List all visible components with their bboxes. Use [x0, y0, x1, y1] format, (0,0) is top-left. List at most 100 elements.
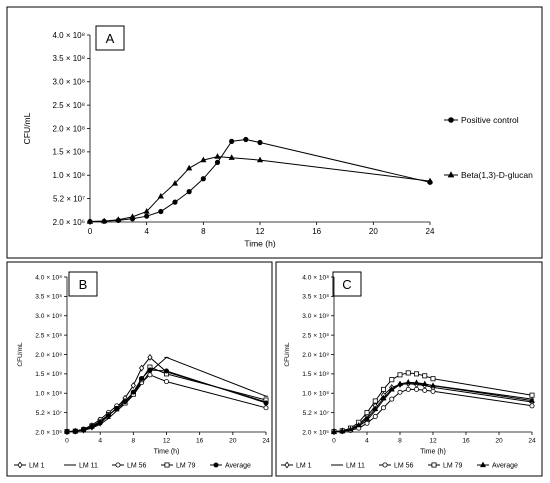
data-point: [421, 380, 428, 387]
data-point: [372, 413, 378, 419]
legend-marker: [284, 461, 290, 469]
x-tick-label: 24: [426, 227, 435, 236]
data-point: [129, 213, 136, 220]
x-tick-label: 12: [256, 227, 265, 236]
series-line: [89, 156, 431, 222]
y-tick-label: 1.5 × 10⁸: [52, 148, 85, 157]
panel-c-plot: 2.0 × 10⁶ 5.2 × 10⁷ 1.0 × 10⁸ 1.5 × 10⁸ 2.0 …: [281, 274, 536, 470]
data-point: [529, 397, 535, 403]
x-tick-label: 4: [365, 438, 369, 445]
y-tick-label: 2.5 × 10⁸: [52, 101, 85, 110]
legend-marker: [213, 462, 219, 468]
data-point: [372, 405, 379, 411]
y-tick-label: 1.0 × 10⁸: [302, 391, 329, 398]
data-point: [105, 413, 111, 419]
legend-marker: [382, 462, 388, 468]
data-point: [157, 192, 164, 199]
legend-marker: [164, 462, 170, 468]
data-point: [214, 153, 221, 159]
x-axis-label: Time (h): [244, 239, 275, 249]
series-average: [64, 367, 269, 435]
x-tick-label: 4: [144, 227, 149, 236]
y-tick-label: 4.0 × 10⁸: [302, 274, 329, 281]
panel-b-label-box: [68, 271, 98, 297]
data-point: [397, 372, 403, 378]
data-point: [347, 426, 354, 432]
panel-c-label: C: [342, 277, 351, 292]
legend-label: LM 1: [29, 463, 45, 470]
data-point: [380, 386, 386, 392]
panel-c-border: [275, 261, 543, 477]
data-point: [186, 189, 192, 195]
x-axis-label: Time (h): [420, 449, 446, 456]
data-point: [430, 376, 436, 382]
y-tick-label: 5.2 × 10⁷: [53, 194, 85, 203]
x-tick-label: 20: [369, 227, 378, 236]
x-tick-label: 0: [332, 438, 336, 445]
legend-label: Positive control: [461, 115, 519, 125]
x-tick-label: 16: [462, 438, 470, 445]
y-tick-label: 1.0 × 10⁸: [52, 171, 85, 180]
data-point: [364, 420, 370, 426]
data-point: [388, 386, 395, 392]
legend: LM 1 LM 11 LM 56 LM 79 Average: [14, 461, 251, 470]
panel-a-border: [6, 6, 543, 259]
legend: Positive control Beta(1,3)-D-glucan: [444, 115, 533, 180]
legend-marker: [448, 117, 454, 123]
data-point: [89, 424, 95, 430]
data-point: [122, 399, 128, 405]
data-point: [158, 208, 164, 215]
data-point: [64, 429, 70, 435]
panel-a-label-box: [95, 25, 125, 51]
x-tick-label: 0: [88, 227, 93, 236]
y-tick-label: 1.5 × 10⁸: [302, 371, 329, 378]
x-tick-label: 16: [196, 438, 204, 445]
x-axis-label: Time (h): [154, 449, 180, 456]
y-tick-label: 3.0 × 10⁸: [302, 313, 329, 320]
legend-label: Beta(1,3)-D-glucan: [461, 170, 533, 180]
data-point: [422, 373, 428, 379]
data-point: [72, 428, 78, 434]
legend-marker: [447, 171, 455, 178]
data-point: [331, 428, 337, 434]
data-point: [389, 396, 395, 402]
y-tick-label: 1.5 × 10⁸: [35, 371, 62, 378]
x-tick-label: 8: [398, 438, 402, 445]
data-point: [144, 213, 150, 219]
data-point: [364, 410, 370, 416]
legend-label: LM 79: [443, 463, 463, 470]
panel-c-label-box: [332, 271, 362, 297]
y-tick-label: 3.5 × 10⁸: [302, 294, 329, 301]
series-line: [89, 138, 431, 222]
x-tick-label: 4: [98, 438, 102, 445]
data-point: [81, 427, 87, 433]
y-tick-label: 4.0 × 10⁸: [35, 274, 62, 281]
data-point: [413, 371, 419, 377]
data-point: [171, 179, 179, 186]
legend-marker: [480, 461, 486, 468]
data-point: [200, 176, 206, 182]
data-point: [405, 386, 411, 392]
series-average: [331, 379, 535, 434]
data-point: [130, 389, 136, 395]
data-point: [114, 405, 120, 411]
data-point: [186, 164, 193, 171]
x-tick-label: 12: [429, 438, 437, 445]
data-point: [214, 159, 221, 165]
series-beta-1-3-d-glucan: [86, 153, 434, 224]
y-tick-label: 5.2 × 10⁷: [303, 410, 330, 417]
legend-label: LM 11: [79, 463, 98, 470]
series-lm-56: [331, 386, 535, 435]
series-lm-79: [64, 364, 269, 435]
y-tick-label: 2.5 × 10⁸: [302, 332, 329, 339]
legend-label: LM 1: [296, 463, 312, 470]
x-tick-label: 12: [163, 438, 171, 445]
data-point: [422, 387, 428, 393]
data-point: [257, 139, 263, 146]
data-point: [139, 364, 145, 372]
y-axis-label: CFU/mL: [284, 342, 291, 367]
data-point: [130, 382, 136, 389]
data-point: [430, 382, 436, 388]
